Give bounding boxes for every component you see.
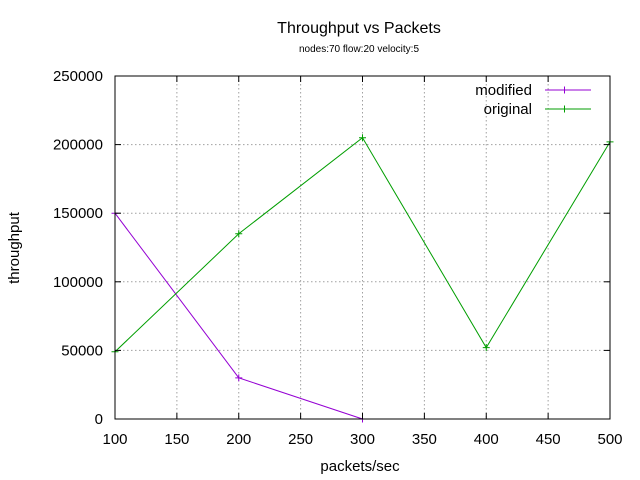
legend: modified original: [475, 82, 591, 118]
x-tick-label: 400: [474, 431, 499, 448]
x-tick-label: 500: [597, 431, 622, 448]
x-tick-label: 450: [536, 431, 561, 448]
legend-marker-modified: [561, 86, 568, 94]
x-tick-label: 150: [164, 431, 189, 448]
data-point-modified: [235, 374, 243, 382]
y-tick-label: 0: [95, 411, 103, 428]
plot-frame: [114, 75, 611, 420]
legend-label-original: original: [484, 101, 532, 118]
y-tick-label: 200000: [53, 137, 103, 154]
x-tick-label: 350: [412, 431, 437, 448]
y-axis-label: throughput: [6, 211, 23, 284]
x-tick-label: 100: [102, 431, 127, 448]
y-tick-label: 150000: [53, 205, 103, 222]
y-tick-label: 250000: [53, 68, 103, 85]
x-tick-label: 250: [288, 431, 313, 448]
x-tick-label: 300: [350, 431, 375, 448]
data-point-original: [235, 230, 243, 238]
grid: [115, 76, 610, 419]
x-axis-label: packets/sec: [320, 458, 400, 475]
y-tick-label: 50000: [61, 342, 103, 359]
legend-marker-original: [561, 105, 568, 113]
chart-subtitle: nodes:70 flow:20 velocity:5: [299, 44, 420, 55]
y-tick-label: 100000: [53, 274, 103, 291]
x-tick-label: 200: [226, 431, 251, 448]
data-point-original: [359, 134, 366, 142]
legend-label-modified: modified: [475, 82, 532, 99]
chart-title: Throughput vs Packets: [277, 20, 441, 37]
ticks: 100 150 200 250 300 350 400 450 500 0 50000 100000 1…: [53, 68, 623, 448]
data-point-original: [482, 344, 490, 352]
